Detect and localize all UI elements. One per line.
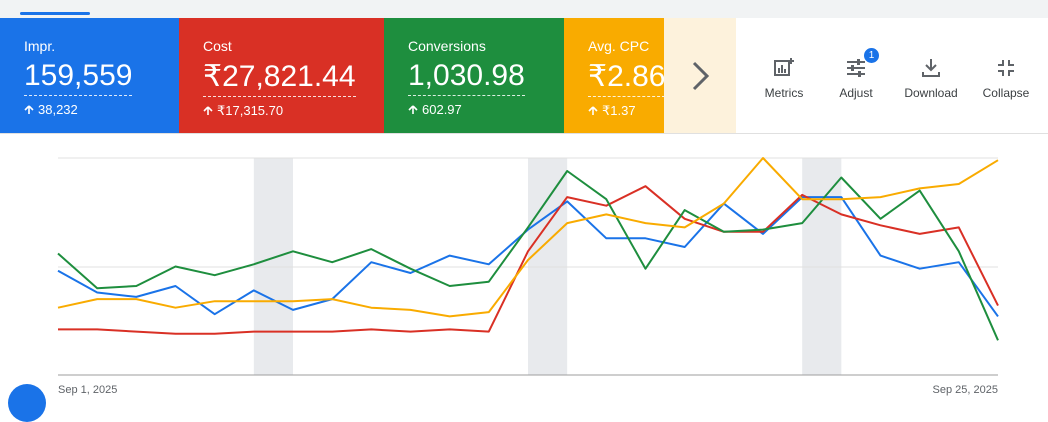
collapse-icon [998, 60, 1014, 76]
card-value: 159,559 [24, 59, 133, 96]
divider [0, 133, 1048, 134]
card-delta: 602.97 [408, 102, 564, 117]
card-delta-value: ₹1.37 [602, 103, 636, 118]
chart-toolbar: Metrics 1 Adjust Download [736, 18, 1048, 133]
next-cards-button[interactable] [664, 18, 736, 133]
add-button[interactable] [8, 384, 46, 422]
card-avg-cpc[interactable]: Avg. CPC ₹2.86 ₹1.37 [564, 18, 664, 133]
card-delta: ₹1.37 [588, 103, 664, 119]
card-value: ₹2.86 [588, 59, 664, 97]
download-button[interactable]: Download [891, 56, 971, 100]
card-value: ₹27,821.44 [203, 59, 356, 97]
adjust-label: Adjust [839, 86, 873, 100]
card-delta-value: 602.97 [422, 102, 462, 117]
card-delta-value: ₹17,315.70 [217, 103, 284, 118]
active-tab-indicator [20, 12, 90, 15]
card-label: Cost [203, 38, 232, 54]
adjust-badge: 1 [864, 48, 879, 63]
card-label: Conversions [408, 38, 486, 54]
series-line-1[interactable] [57, 196, 999, 317]
arrow-up-icon [588, 106, 598, 115]
arrow-up-icon [24, 104, 34, 114]
card-delta: 38,232 [24, 102, 179, 117]
tune-icon [847, 59, 865, 77]
performance-line-chart: Sep 1, 2025 Sep 25, 2025 [57, 157, 999, 396]
metrics-label: Metrics [764, 86, 804, 100]
card-delta: ₹17,315.70 [203, 103, 384, 119]
x-tick-label-start: Sep 1, 2025 [58, 384, 117, 396]
metrics-icon [774, 58, 794, 76]
download-icon [922, 59, 940, 77]
card-label: Impr. [24, 38, 56, 54]
collapse-label: Collapse [982, 86, 1030, 100]
arrow-up-icon [408, 104, 418, 114]
card-value: 1,030.98 [408, 59, 525, 96]
card-impressions[interactable]: Impr. 159,559 38,232 [0, 18, 179, 133]
card-conversions[interactable]: Conversions 1,030.98 602.97 [384, 18, 564, 133]
top-tab-strip [0, 0, 1048, 18]
adjust-button[interactable]: 1 Adjust [816, 48, 896, 100]
card-label: Avg. CPC [588, 38, 650, 54]
series-line-3[interactable] [57, 170, 999, 341]
card-delta-value: 38,232 [38, 102, 78, 117]
metrics-button[interactable]: Metrics [744, 56, 824, 100]
card-cost[interactable]: Cost ₹27,821.44 ₹17,315.70 [179, 18, 384, 133]
download-label: Download [904, 86, 958, 100]
series-line-4[interactable] [57, 157, 999, 318]
metric-cards: Impr. 159,559 38,232 Cost ₹27,821.44 ₹17… [0, 18, 1048, 133]
chevron-right-icon [692, 61, 710, 90]
arrow-up-icon [203, 106, 213, 115]
x-tick-label-end: Sep 25, 2025 [933, 384, 998, 396]
collapse-button[interactable]: Collapse [966, 56, 1046, 100]
series-line-2[interactable] [58, 185, 999, 335]
